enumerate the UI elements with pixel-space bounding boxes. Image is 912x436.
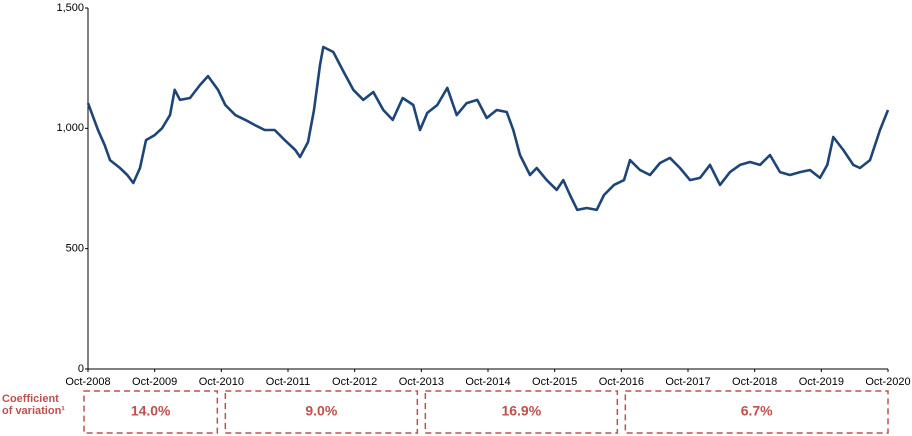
cv-box	[83, 390, 219, 434]
cv-value: 14.0%	[131, 403, 171, 419]
cv-value: 6.7%	[741, 403, 773, 419]
cv-box	[424, 390, 619, 434]
y-tick-label: 1,000	[56, 122, 84, 134]
cv-value: 9.0%	[305, 403, 337, 419]
x-tick-label: Oct-2020	[865, 376, 910, 388]
cv-box	[624, 390, 889, 434]
x-tick-label: Oct-2017	[665, 376, 710, 388]
cv-value: 16.9%	[501, 403, 541, 419]
x-tick-label: Oct-2014	[465, 376, 510, 388]
cv-box	[224, 390, 419, 434]
x-tick-label: Oct-2009	[132, 376, 177, 388]
x-tick-label: Oct-2018	[732, 376, 777, 388]
x-tick-label: Oct-2010	[199, 376, 244, 388]
x-tick-label: Oct-2015	[532, 376, 577, 388]
x-tick-label: Oct-2012	[332, 376, 377, 388]
y-tick-label: 500	[66, 243, 84, 255]
y-tick-label: 1,500	[56, 2, 84, 14]
cv-label: of variation¹	[2, 405, 65, 417]
x-tick-label: Oct-2013	[399, 376, 444, 388]
x-tick-label: Oct-2008	[65, 376, 110, 388]
x-tick-label: Oct-2011	[266, 376, 310, 388]
x-tick-label: Oct-2016	[599, 376, 644, 388]
y-tick-label: 0	[78, 363, 84, 375]
cv-label: Coefficient	[2, 393, 59, 405]
x-tick-label: Oct-2019	[799, 376, 844, 388]
line-series	[86, 45, 890, 212]
